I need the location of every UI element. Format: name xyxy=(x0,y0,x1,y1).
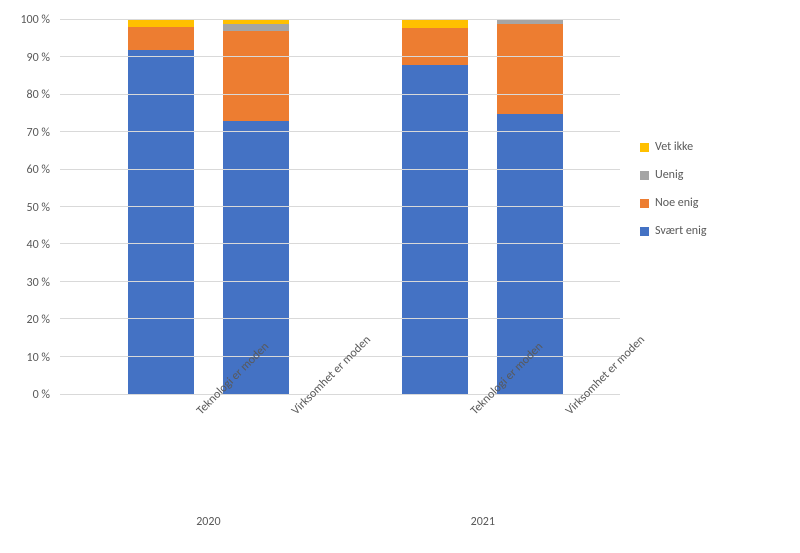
legend-swatch xyxy=(640,199,649,208)
y-tick-label: 20 % xyxy=(27,313,50,327)
y-tick-label: 100 % xyxy=(20,13,50,27)
legend-label: Uenig xyxy=(655,168,683,182)
bar-segment xyxy=(128,20,194,27)
bar-segment xyxy=(402,65,468,394)
legend-label: Noe enig xyxy=(655,196,698,210)
legend: Vet ikke Uenig Noe enig Svært enig xyxy=(640,140,707,252)
x-category-labels: Teknologi er modenVirksomhet er modenTek… xyxy=(60,400,620,500)
y-tick-label: 60 % xyxy=(27,163,50,177)
gridline xyxy=(60,281,620,282)
legend-item: Svært enig xyxy=(640,224,707,238)
y-tick-label: 70 % xyxy=(27,126,50,140)
legend-item: Noe enig xyxy=(640,196,707,210)
bar-segment xyxy=(128,50,194,394)
gridline xyxy=(60,131,620,132)
bar-segment xyxy=(223,31,289,121)
legend-item: Uenig xyxy=(640,168,707,182)
bar-segment xyxy=(497,24,563,114)
gridline xyxy=(60,243,620,244)
y-tick-label: 90 % xyxy=(27,51,50,65)
y-tick-label: 50 % xyxy=(27,201,50,215)
bar xyxy=(128,20,194,394)
gridline xyxy=(60,94,620,95)
y-tick-label: 0 % xyxy=(33,388,50,402)
bar-segment xyxy=(402,28,468,65)
legend-item: Vet ikke xyxy=(640,140,707,154)
legend-label: Svært enig xyxy=(655,224,707,238)
y-tick-label: 30 % xyxy=(27,276,50,290)
bar-segment xyxy=(128,27,194,49)
y-tick-label: 40 % xyxy=(27,238,50,252)
legend-swatch xyxy=(640,227,649,236)
y-tick-label: 80 % xyxy=(27,88,50,102)
x-group-label: 2020 xyxy=(196,515,220,529)
gridline xyxy=(60,318,620,319)
legend-swatch xyxy=(640,171,649,180)
gridline xyxy=(60,19,620,20)
stacked-bar-chart: 0 % 10 % 20 % 30 % 40 % 50 % 60 % 70 % 80 % 90 % 1… xyxy=(0,0,800,553)
bar-segment xyxy=(402,20,468,27)
x-group-label: 2021 xyxy=(471,515,495,529)
legend-label: Vet ikke xyxy=(655,140,693,154)
y-axis-labels: 0 %10 %20 %30 %40 %50 %60 %70 %80 %90 %1… xyxy=(0,20,55,395)
y-tick-label: 10 % xyxy=(27,351,50,365)
gridline xyxy=(60,169,620,170)
legend-swatch xyxy=(640,143,649,152)
bar xyxy=(402,20,468,394)
gridline xyxy=(60,56,620,57)
bar-segment xyxy=(223,24,289,31)
bars-layer xyxy=(60,20,620,394)
bar xyxy=(497,20,563,394)
gridline xyxy=(60,206,620,207)
bar xyxy=(223,20,289,394)
